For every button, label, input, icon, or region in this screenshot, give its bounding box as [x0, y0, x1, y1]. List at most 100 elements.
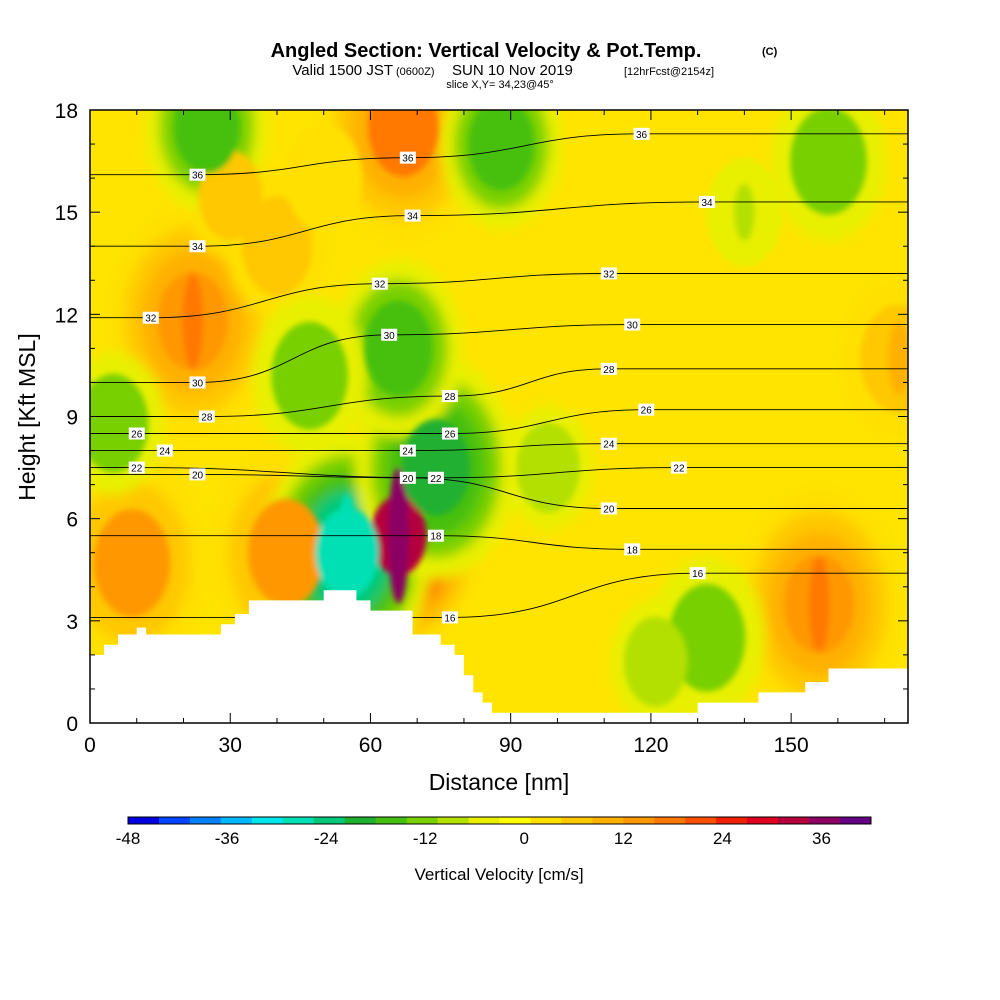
- valid-zulu: (0600Z): [396, 66, 435, 78]
- colorbar-swatch-20: [747, 817, 779, 824]
- x-tick-label-60: 60: [359, 734, 382, 757]
- svg-text:24: 24: [402, 447, 414, 458]
- updraft-core-2: [182, 273, 204, 369]
- x-tick-label-90: 90: [499, 734, 522, 757]
- isentrope-18: [90, 535, 908, 550]
- colorbar-title: Vertical Velocity [cm/s]: [414, 865, 583, 884]
- isentrope-label-17: 26: [638, 403, 655, 417]
- isentrope-label-6: 32: [142, 311, 159, 325]
- downdraft-core-14: [491, 110, 512, 183]
- updraft-core-3: [121, 517, 143, 608]
- colorbar-label-1: -36: [215, 829, 240, 848]
- downdraft-core-11: [425, 421, 447, 514]
- updraft-core-9: [313, 149, 334, 207]
- svg-text:20: 20: [603, 504, 615, 515]
- downdraft-core-10: [336, 494, 358, 612]
- isentrope-label-3: 34: [189, 240, 206, 253]
- colorbar-swatch-0: [128, 817, 160, 824]
- colorbar-swatch-15: [592, 817, 624, 824]
- forecast-label: [12hrFcst@2154z]: [624, 66, 714, 78]
- svg-text:34: 34: [407, 212, 419, 223]
- svg-text:34: 34: [701, 198, 713, 209]
- svg-text:28: 28: [444, 392, 456, 403]
- colorbar-swatch-6: [313, 817, 346, 824]
- isentrope-label-12: 28: [198, 410, 215, 424]
- isentrope-label-23: 22: [670, 461, 687, 475]
- x-axis: 0 30 60 90 120 150: [84, 110, 886, 757]
- isentrope-28: [90, 368, 908, 417]
- velocity-cores: [90, 110, 908, 707]
- svg-text:22: 22: [430, 474, 442, 485]
- isentrope-label-27: 18: [427, 529, 444, 543]
- svg-text:24: 24: [159, 447, 171, 458]
- isentrope-label-22: 22: [427, 471, 444, 485]
- isentrope-label-0: 36: [189, 168, 206, 182]
- colorbar-swatch-12: [499, 817, 531, 824]
- x-axis-label: Distance [nm]: [429, 769, 570, 795]
- y-tick-label-0: 0: [66, 713, 78, 736]
- colorbar-label-4: 0: [520, 829, 529, 848]
- x-tick-label-150: 150: [774, 734, 809, 757]
- chart-title: Angled Section: Vertical Velocity & Pot.…: [271, 40, 702, 62]
- colorbar-label-2: -24: [314, 829, 339, 848]
- isentrope-label-5: 34: [699, 195, 716, 209]
- isentrope-label-18: 24: [156, 444, 173, 458]
- isentrope-30: [90, 324, 908, 383]
- isentrope-label-26: 20: [600, 502, 617, 515]
- colorbar-swatch-5: [282, 817, 315, 824]
- downdraft-core-17: [299, 338, 320, 413]
- colorbar-swatch-21: [778, 817, 810, 824]
- svg-text:18: 18: [627, 545, 639, 556]
- downdraft-core-12: [388, 308, 409, 388]
- colorbar-swatch-3: [220, 817, 253, 824]
- isentrope-label-29: 16: [441, 611, 458, 624]
- downdraft-core-15: [818, 124, 839, 198]
- svg-text:34: 34: [192, 242, 204, 253]
- svg-text:18: 18: [430, 532, 442, 543]
- svg-text:32: 32: [374, 280, 386, 291]
- svg-text:32: 32: [145, 314, 157, 325]
- colorbar-swatch-10: [437, 817, 470, 824]
- svg-text:20: 20: [402, 474, 414, 485]
- isentrope-label-25: 20: [399, 471, 416, 485]
- svg-text:26: 26: [641, 406, 653, 417]
- isentrope-label-2: 36: [633, 127, 650, 141]
- svg-text:26: 26: [131, 430, 143, 441]
- isentrope-label-14: 28: [600, 362, 617, 376]
- colorbar-swatch-2: [189, 817, 222, 824]
- isentrope-label-24: 20: [189, 468, 206, 481]
- svg-text:30: 30: [384, 331, 396, 342]
- isentrope-labels: 36 36 36 34 34 34 32 32 32 30 30 30 28 28 28 26 26 26 24 24…: [128, 127, 716, 624]
- svg-text:30: 30: [627, 321, 639, 332]
- colorbar-swatch-1: [158, 817, 191, 824]
- isentrope-20: [90, 473, 908, 509]
- isentrope-label-4: 34: [404, 209, 421, 223]
- isentrope-label-15: 26: [128, 427, 145, 441]
- colorbar-swatch-17: [654, 817, 686, 824]
- colorbar-label-3: -12: [413, 829, 438, 848]
- colorbar-swatch-11: [468, 817, 500, 824]
- updraft-core-8: [266, 212, 288, 281]
- svg-text:26: 26: [444, 430, 456, 441]
- isentrope-label-9: 30: [189, 376, 206, 389]
- svg-text:36: 36: [402, 154, 414, 165]
- downdraft-core-16: [103, 389, 124, 458]
- colorbar-frame: [127, 816, 872, 825]
- svg-text:20: 20: [192, 470, 204, 481]
- downdraft-core-21: [734, 183, 755, 241]
- svg-text:30: 30: [192, 378, 204, 389]
- terrain: [90, 590, 908, 723]
- svg-text:22: 22: [673, 464, 685, 475]
- y-tick-label-12: 12: [55, 304, 78, 327]
- updraft-core-7: [219, 163, 241, 227]
- svg-text:36: 36: [636, 130, 648, 141]
- updraft-core-6: [888, 321, 908, 396]
- plot-area: 36 36 36 34 34 34 32 32 32 30 30 30 28 28 28 26 26 26 24 24…: [90, 110, 908, 723]
- updraft-core-4: [276, 507, 297, 598]
- y-axis-label: Height [Kft MSL]: [14, 333, 40, 500]
- y-tick-label-9: 9: [66, 407, 78, 430]
- downdraft-core-13: [196, 110, 218, 166]
- downdraft-core-19: [537, 436, 559, 499]
- isentrope-label-20: 24: [600, 437, 617, 451]
- isentrope-label-21: 22: [128, 461, 145, 475]
